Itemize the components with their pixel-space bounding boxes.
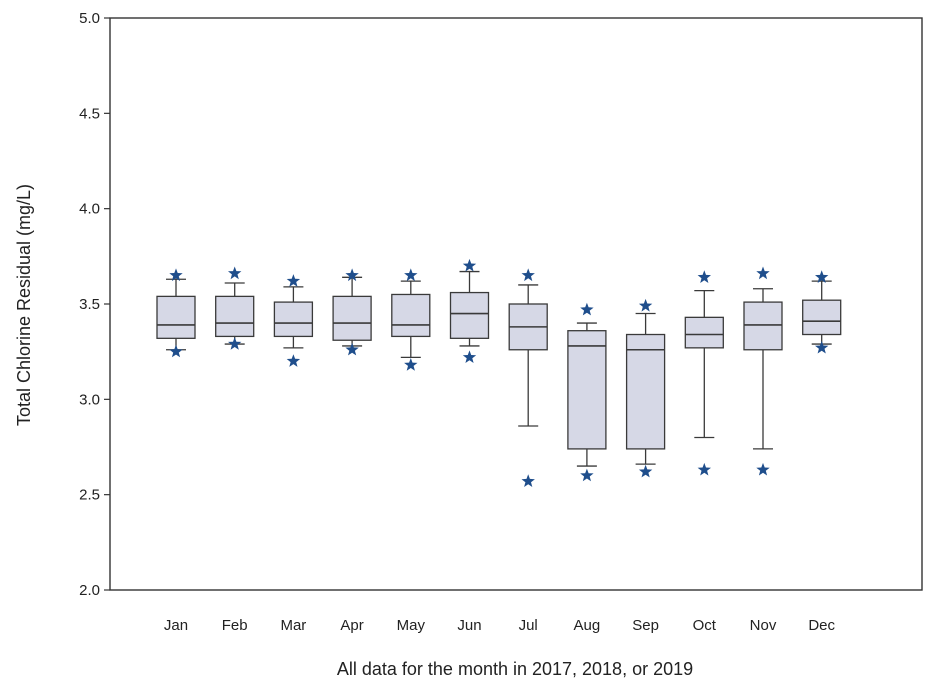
x-tick-label: Jan [164, 617, 188, 634]
y-tick-label: 4.0 [79, 201, 100, 218]
x-tick-label: Apr [340, 617, 363, 634]
x-tick-label: Feb [222, 617, 248, 634]
outlier-star [522, 268, 535, 281]
box-jan [157, 268, 195, 357]
iqr-box [392, 294, 430, 336]
outlier-star [228, 267, 241, 280]
iqr-box [627, 335, 665, 449]
x-axis-ticks: Jan Feb Mar Apr May Jun Jul Aug Sep Oct Nov Dec [164, 617, 836, 634]
outlier-star [698, 270, 711, 283]
outlier-star [463, 350, 476, 363]
outlier-star [639, 465, 652, 478]
x-tick-label: Sep [632, 617, 659, 634]
boxes [157, 259, 841, 487]
x-tick-label: May [397, 617, 426, 634]
outlier-star [756, 463, 769, 476]
y-axis-ticks: 2.0 2.5 3.0 3.5 4.0 4.5 5.0 [79, 10, 110, 599]
x-tick-label: Jul [519, 617, 538, 634]
x-tick-label: Nov [750, 617, 777, 634]
x-tick-label: Mar [280, 617, 306, 634]
y-axis-title: Total Chlorine Residual (mg/L) [14, 184, 34, 426]
y-tick-label: 4.5 [79, 105, 100, 122]
outlier-star [698, 463, 711, 476]
x-tick-label: Dec [808, 617, 835, 634]
box-jun [451, 259, 489, 363]
iqr-box [333, 296, 371, 340]
box-aug [568, 303, 606, 482]
outlier-star [639, 299, 652, 312]
outlier-star [169, 345, 182, 358]
iqr-box [685, 317, 723, 348]
outlier-star [228, 337, 241, 350]
box-jul [509, 268, 547, 487]
y-tick-label: 5.0 [79, 10, 100, 27]
y-tick-label: 2.0 [79, 582, 100, 599]
outlier-star [815, 341, 828, 354]
box-sep [627, 299, 665, 478]
x-tick-label: Jun [457, 617, 481, 634]
outlier-star [463, 259, 476, 272]
box-dec [803, 270, 841, 353]
y-tick-label: 3.5 [79, 296, 100, 313]
outlier-star [522, 474, 535, 487]
outlier-star [756, 267, 769, 280]
box-feb [216, 267, 254, 350]
iqr-box [157, 296, 195, 338]
x-axis-title: All data for the month in 2017, 2018, or… [337, 659, 693, 679]
iqr-box [274, 302, 312, 336]
y-tick-label: 3.0 [79, 391, 100, 408]
outlier-star [287, 274, 300, 287]
box-oct [685, 270, 723, 475]
outlier-star [404, 268, 417, 281]
iqr-box [568, 331, 606, 449]
outlier-star [580, 303, 593, 316]
iqr-box [451, 293, 489, 339]
x-tick-label: Oct [693, 617, 717, 634]
outlier-star [287, 354, 300, 367]
box-may [392, 268, 430, 370]
box-nov [744, 267, 782, 476]
x-tick-label: Aug [574, 617, 601, 634]
box-mar [274, 274, 312, 367]
outlier-star [580, 469, 593, 482]
outlier-star [345, 343, 358, 356]
iqr-box [803, 300, 841, 334]
iqr-box [744, 302, 782, 350]
box-apr [333, 268, 371, 355]
y-tick-label: 2.5 [79, 487, 100, 504]
outlier-star [404, 358, 417, 371]
iqr-box [216, 296, 254, 336]
